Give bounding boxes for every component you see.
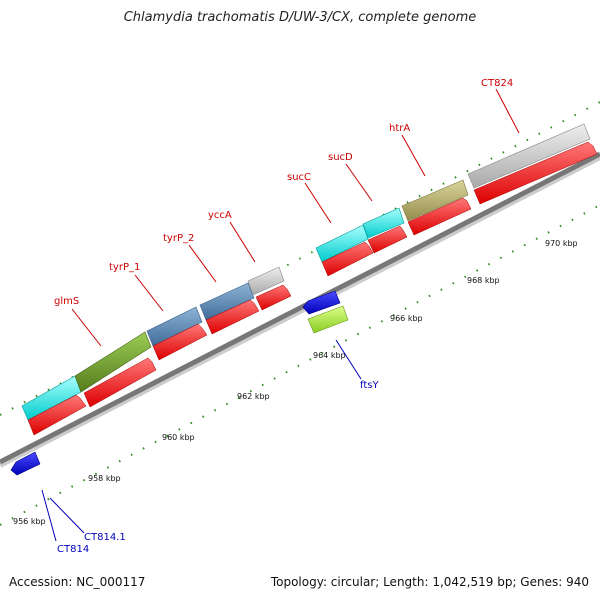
gene-label-tyrP_2: tyrP_2 [163, 233, 194, 244]
gene-label-CT814: CT814 [57, 544, 89, 555]
gene-label-htrA: htrA [389, 123, 410, 134]
leader-CT824 [495, 88, 520, 134]
gene-label-tyrP_1: tyrP_1 [109, 262, 140, 273]
reverse-strand-genes [10, 290, 349, 476]
leader-ftsY [335, 339, 362, 380]
cds-arrow[interactable] [152, 323, 208, 361]
genome-backbone [0, 151, 600, 468]
forward-tick-row [0, 101, 600, 416]
gene-ffs[interactable] [307, 305, 349, 334]
cds-arrow[interactable] [205, 299, 260, 335]
forward-cds-features [27, 141, 598, 436]
axis-label-956: 956 kbp [13, 517, 46, 526]
gene-tyrP_2[interactable] [199, 282, 255, 321]
axis-label-958: 958 kbp [88, 474, 121, 483]
axis-labels: 956 kbp 958 kbp 960 kbp 962 kbp 964 kbp … [13, 239, 578, 526]
leader-CT814.1 [49, 497, 85, 534]
gene-label-CT814.1: CT814.1 [84, 532, 126, 543]
gene-label-glmS: glmS [54, 296, 79, 307]
leader-glmS [71, 308, 102, 347]
axis-label-960: 960 kbp [162, 433, 195, 442]
gene-sucC[interactable] [315, 224, 369, 263]
accession-label: Accession: NC_000117 [9, 575, 146, 589]
leader-sucD [345, 163, 373, 202]
tick-row-line [0, 101, 600, 416]
gene-sucD[interactable] [362, 207, 405, 239]
cds-arrow[interactable] [255, 284, 292, 311]
leader-htrA [401, 134, 426, 177]
cds-arrow[interactable] [321, 241, 374, 277]
axis-label-966: 966 kbp [390, 314, 423, 323]
gene-label-sucC: sucC [287, 172, 311, 183]
cds-arrow[interactable] [83, 357, 157, 408]
cds-arrow[interactable] [367, 225, 408, 254]
leader-tyrP_1 [134, 274, 164, 312]
gene-htrA[interactable] [401, 179, 469, 222]
gene-CT824[interactable] [467, 123, 591, 189]
gene-CT814[interactable] [10, 451, 41, 476]
axis-label-970: 970 kbp [545, 239, 578, 248]
leader-CT814 [41, 489, 57, 542]
leader-yccA [229, 221, 256, 263]
forward-gene-labels: glmS tyrP_1 tyrP_2 yccA sucC sucD htrA C… [54, 78, 513, 307]
gene-yccA[interactable] [247, 266, 285, 296]
cds-arrow[interactable] [473, 141, 598, 205]
backbone-line [0, 151, 600, 465]
axis-label-962: 962 kbp [237, 392, 270, 401]
gene-ftsY[interactable] [302, 290, 341, 315]
gene-label-sucD: sucD [328, 152, 353, 163]
backbone-shadow [0, 154, 600, 468]
axis-label-968: 968 kbp [467, 276, 500, 285]
gene-tyrP_1[interactable] [146, 306, 203, 347]
gene-label-yccA: yccA [208, 210, 232, 221]
axis-label-964: 964 kbp [313, 351, 346, 360]
forward-strand-genes [21, 123, 591, 421]
gene-label-CT824: CT824 [481, 78, 513, 89]
genome-stats: Topology: circular; Length: 1,042,519 bp… [270, 575, 589, 589]
cds-arrow[interactable] [407, 197, 472, 236]
page-title: Chlamydia trachomatis D/UW-3/CX, complet… [123, 10, 477, 25]
reverse-gene-labels: CT814 CT814.1 ftsY [57, 380, 379, 555]
gene-label-ftsY: ftsY [360, 380, 379, 391]
leader-tyrP_2 [188, 244, 217, 283]
forward-label-leaders [71, 88, 520, 347]
gene-glmS[interactable] [74, 331, 152, 393]
leader-sucC [304, 182, 332, 224]
reverse-label-leaders [41, 339, 362, 542]
cds-arrow[interactable] [27, 394, 87, 436]
